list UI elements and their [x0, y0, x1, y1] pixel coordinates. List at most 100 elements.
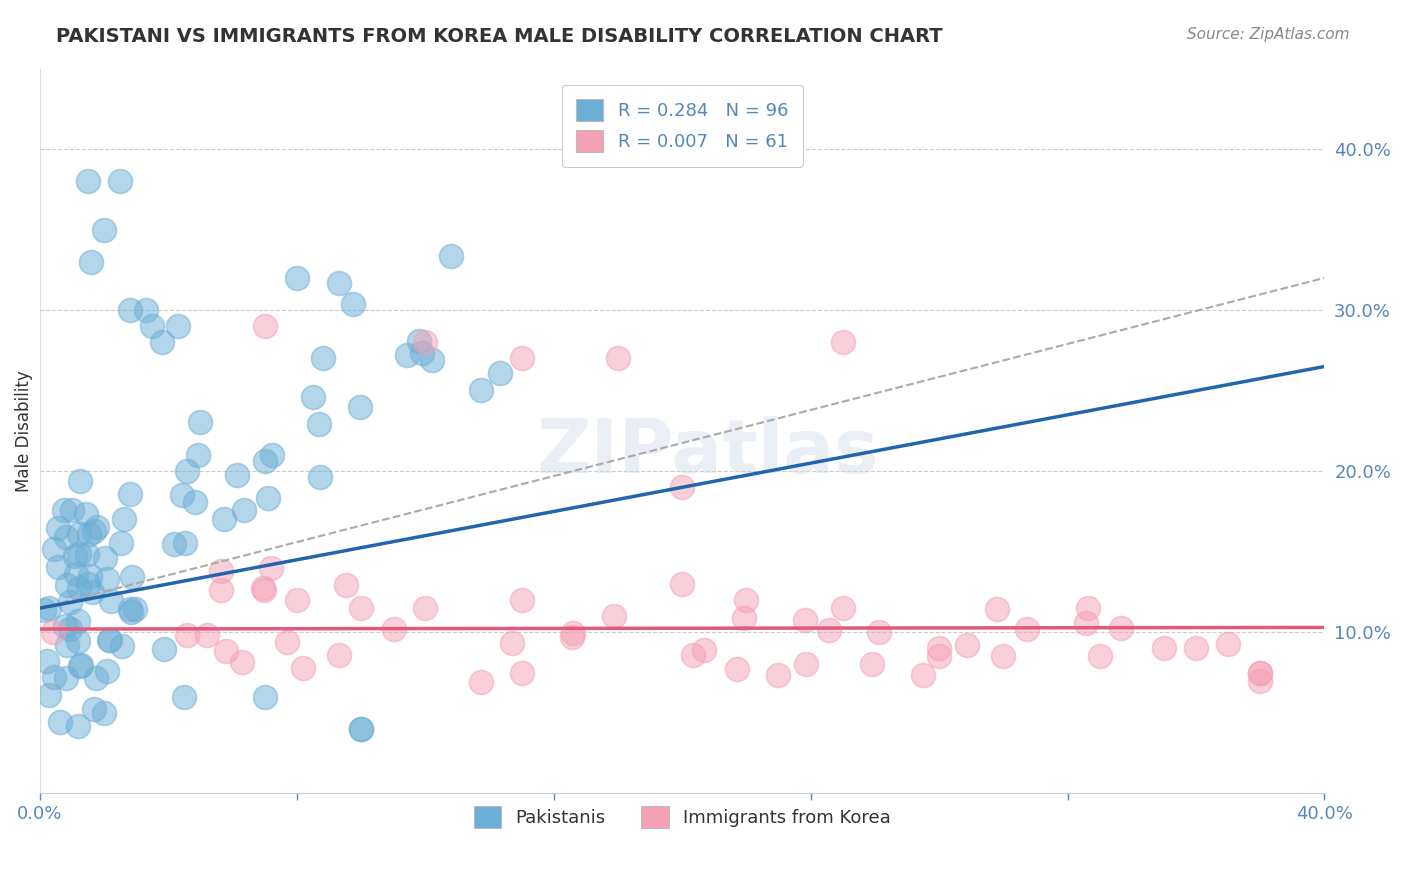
Point	[818, 623, 841, 637]
Point	[59, 595, 82, 609]
Point	[86, 520, 108, 534]
Point	[38, 601, 60, 615]
Point	[440, 249, 463, 263]
Point	[260, 448, 283, 462]
Point	[1076, 616, 1098, 631]
Point	[470, 383, 492, 397]
Point	[112, 512, 135, 526]
Point	[692, 642, 714, 657]
Point	[253, 319, 276, 334]
Point	[1109, 621, 1132, 635]
Point	[110, 536, 132, 550]
Point	[141, 319, 163, 334]
Point	[725, 662, 748, 676]
Point	[1216, 637, 1239, 651]
Point	[56, 638, 79, 652]
Point	[986, 601, 1008, 615]
Point	[301, 390, 323, 404]
Point	[215, 644, 238, 658]
Point	[209, 582, 232, 597]
Point	[253, 690, 276, 704]
Point	[868, 624, 890, 639]
Point	[120, 605, 142, 619]
Point	[1088, 649, 1111, 664]
Text: ZIPatlas: ZIPatlas	[537, 417, 879, 489]
Point	[231, 655, 253, 669]
Point	[912, 668, 935, 682]
Point	[501, 635, 523, 649]
Point	[69, 658, 91, 673]
Point	[735, 593, 758, 607]
Point	[67, 719, 90, 733]
Point	[63, 549, 86, 563]
Point	[167, 319, 190, 334]
Point	[285, 593, 308, 607]
Point	[489, 366, 512, 380]
Point	[110, 639, 132, 653]
Point	[42, 624, 65, 639]
Point	[135, 303, 157, 318]
Point	[98, 632, 121, 647]
Point	[52, 502, 75, 516]
Point	[195, 627, 218, 641]
Point	[98, 633, 121, 648]
Point	[46, 521, 69, 535]
Point	[510, 665, 533, 680]
Point	[420, 352, 443, 367]
Point	[77, 174, 100, 188]
Point	[396, 348, 419, 362]
Point	[349, 400, 371, 414]
Point	[793, 613, 815, 627]
Point	[46, 559, 69, 574]
Point	[77, 576, 100, 591]
Point	[94, 550, 117, 565]
Point	[118, 303, 141, 318]
Point	[561, 630, 583, 644]
Point	[188, 415, 211, 429]
Point	[276, 634, 298, 648]
Point	[335, 578, 357, 592]
Point	[65, 567, 87, 582]
Point	[956, 638, 979, 652]
Legend: Pakistanis, Immigrants from Korea: Pakistanis, Immigrants from Korea	[467, 798, 898, 835]
Point	[96, 572, 118, 586]
Point	[510, 351, 533, 366]
Point	[257, 491, 280, 505]
Point	[49, 715, 72, 730]
Point	[80, 585, 103, 599]
Point	[124, 602, 146, 616]
Point	[671, 480, 693, 494]
Point	[173, 536, 195, 550]
Point	[120, 487, 142, 501]
Point	[328, 276, 350, 290]
Point	[80, 255, 103, 269]
Point	[413, 601, 436, 615]
Point	[1185, 641, 1208, 656]
Point	[163, 537, 186, 551]
Point	[796, 657, 818, 671]
Point	[96, 665, 118, 679]
Y-axis label: Male Disability: Male Disability	[15, 370, 32, 491]
Point	[671, 577, 693, 591]
Point	[1153, 641, 1175, 656]
Text: Source: ZipAtlas.com: Source: ZipAtlas.com	[1187, 27, 1350, 42]
Point	[184, 495, 207, 509]
Point	[172, 488, 194, 502]
Point	[252, 581, 274, 595]
Point	[187, 448, 209, 462]
Point	[260, 561, 283, 575]
Point	[607, 351, 630, 366]
Point	[328, 648, 350, 662]
Point	[1249, 665, 1271, 680]
Point	[67, 582, 90, 596]
Point	[121, 570, 143, 584]
Point	[292, 661, 315, 675]
Point	[53, 619, 76, 633]
Point	[83, 702, 105, 716]
Point	[67, 633, 90, 648]
Text: PAKISTANI VS IMMIGRANTS FROM KOREA MALE DISABILITY CORRELATION CHART: PAKISTANI VS IMMIGRANTS FROM KOREA MALE …	[56, 27, 943, 45]
Point	[67, 547, 90, 561]
Point	[928, 649, 950, 664]
Point	[118, 602, 141, 616]
Point	[44, 542, 66, 557]
